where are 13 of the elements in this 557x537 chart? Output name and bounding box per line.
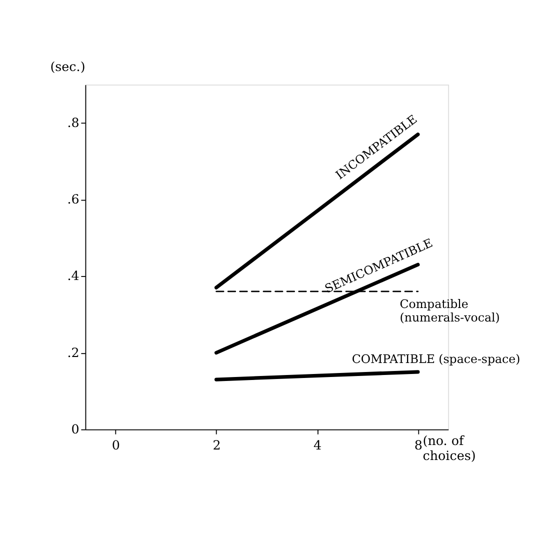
x-tick-label: 0 xyxy=(112,438,120,453)
y-axis-title: (sec.) xyxy=(50,59,86,74)
y-tick-label: .4 xyxy=(67,268,80,284)
x-axis-title: (no. of choices) xyxy=(422,432,476,464)
y-tick-label: .8 xyxy=(67,115,80,130)
series-label: Compatible (numerals-vocal) xyxy=(400,296,500,324)
x-tick-label: 8 xyxy=(414,438,422,453)
y-tick-label: .6 xyxy=(67,192,80,207)
x-tick-label: 4 xyxy=(314,438,322,453)
series-label: COMPATIBLE (space-space) xyxy=(352,352,520,366)
x-tick-label: 2 xyxy=(212,438,221,453)
y-tick-label: 0 xyxy=(71,421,80,436)
y-tick-label: .2 xyxy=(67,344,80,360)
